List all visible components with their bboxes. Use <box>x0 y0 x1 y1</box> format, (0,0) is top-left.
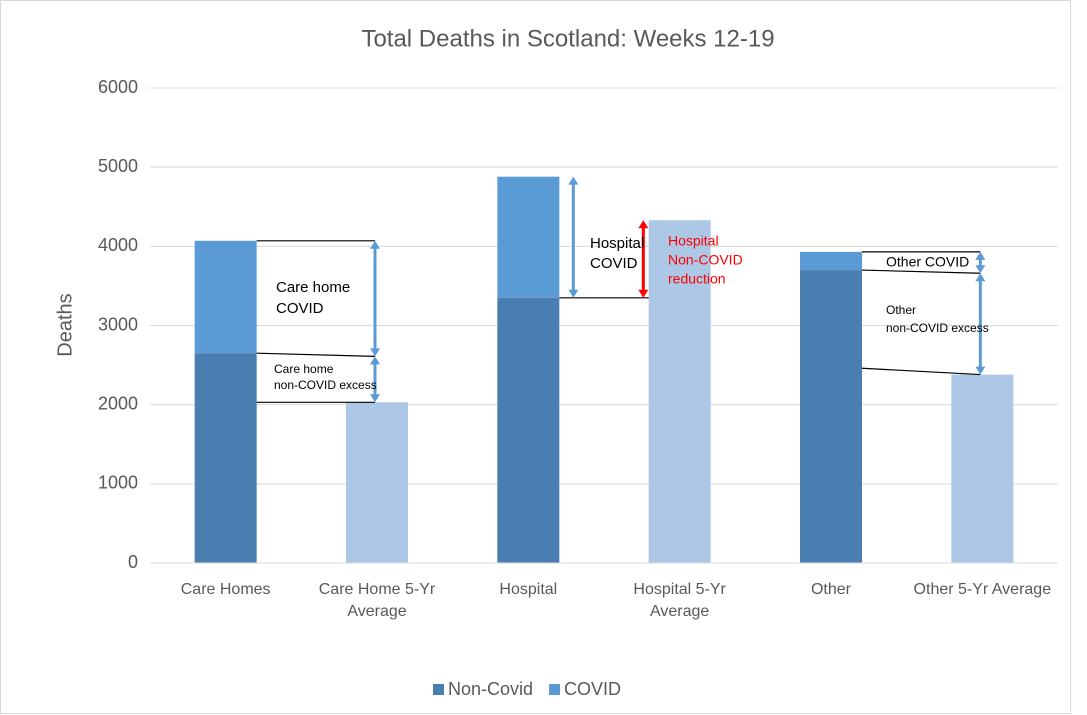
annotation-text: Non-COVID <box>668 252 743 268</box>
arrow-head <box>370 356 380 365</box>
y-axis-label: Deaths <box>54 293 76 356</box>
annotation-text: COVID <box>276 300 324 317</box>
arrow-head <box>638 220 649 229</box>
y-tick-label: 2000 <box>98 393 138 413</box>
x-tick-label: Hospital 5-Yr Average <box>633 581 726 620</box>
arrow-head <box>975 366 986 375</box>
arrow-head <box>975 251 986 260</box>
annotation-text: non-COVID excess <box>274 378 377 392</box>
connector-line <box>861 367 981 376</box>
arrow-head <box>975 265 986 274</box>
annotation-text: Other <box>886 303 916 317</box>
y-tick-label: 6000 <box>98 77 138 97</box>
arrow-head <box>568 176 579 185</box>
y-tick-label: 3000 <box>98 314 138 334</box>
legend-swatch <box>549 684 561 695</box>
arrow-head <box>975 273 986 282</box>
annotation-text: Hospital <box>590 235 644 252</box>
bar-segment <box>951 374 1014 563</box>
x-tick-label: Care Home 5-Yr Average <box>318 581 436 620</box>
y-tick-label: 5000 <box>98 156 138 176</box>
annotation-text: Care home <box>276 279 350 296</box>
bar-segment <box>800 270 862 563</box>
annotation-text: Other COVID <box>886 254 969 270</box>
x-tick-label: Other <box>810 581 851 598</box>
annotation-text: Care home <box>274 362 334 376</box>
legend-label: Non-Covid <box>448 679 533 699</box>
bar-segment <box>194 353 257 563</box>
x-tick-label: Other 5-Yr Average <box>913 581 1052 598</box>
bar-segment <box>346 402 408 563</box>
arrow-head <box>370 394 380 403</box>
chart-title: Total Deaths in Scotland: Weeks 12-19 <box>361 25 774 52</box>
x-tick-label: Hospital <box>499 581 558 598</box>
bar-segment <box>497 176 560 298</box>
arrow-head <box>370 348 380 357</box>
arrow-head <box>568 289 579 298</box>
y-tick-label: 4000 <box>98 235 138 255</box>
annotation-text: Hospital <box>668 233 719 249</box>
y-tick-label: 0 <box>128 552 138 572</box>
arrow-head <box>370 240 380 249</box>
connector-line <box>861 269 981 274</box>
bar-segment <box>648 220 711 564</box>
arrow-head <box>638 289 649 298</box>
annotation-text: non-COVID excess <box>886 321 989 335</box>
bar-segment <box>497 297 560 563</box>
x-tick-label: Care Homes <box>180 581 271 598</box>
legend-swatch <box>433 684 444 695</box>
bar-segment <box>194 240 257 354</box>
annotation-text: COVID <box>590 255 638 272</box>
bar-segment <box>800 251 862 271</box>
connector-line <box>256 352 376 357</box>
legend-label: COVID <box>564 679 621 699</box>
annotation-text: reduction <box>668 271 726 287</box>
y-tick-label: 1000 <box>98 473 138 493</box>
